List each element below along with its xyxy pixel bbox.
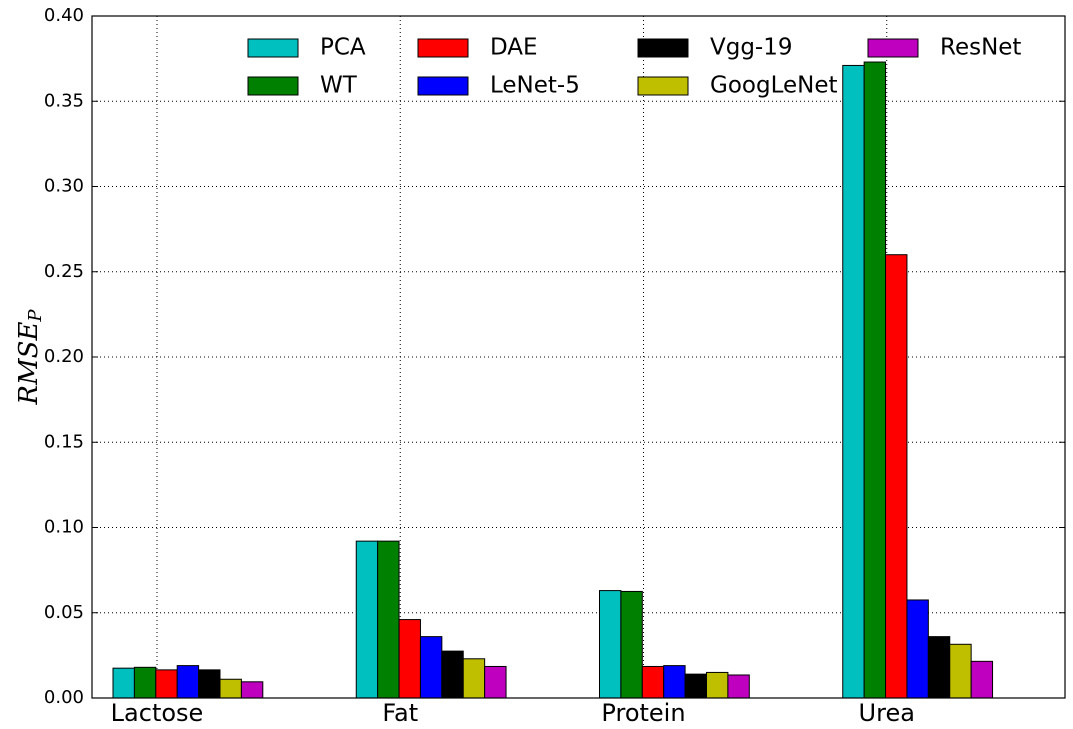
legend-label: PCA: [320, 35, 366, 61]
legend-label: WT: [320, 73, 358, 99]
bar: [419, 636, 443, 699]
y-tick-label: 0.25: [44, 261, 84, 282]
bar: [599, 590, 622, 699]
y-tick-label: 0.30: [44, 176, 84, 197]
legend-swatch: [247, 38, 299, 58]
legend-swatch: [637, 76, 689, 96]
bar: [970, 660, 994, 699]
legend-label: LeNet-5: [490, 73, 580, 99]
bar: [663, 665, 686, 699]
bar: [927, 636, 951, 699]
bar: [484, 665, 507, 699]
x-tick-label: Urea: [859, 699, 915, 727]
legend-label: DAE: [490, 35, 538, 61]
legend-label: Vgg-19: [710, 35, 793, 61]
bar: [863, 61, 887, 699]
y-tick-label: 0.00: [44, 687, 84, 708]
x-tick-label: Fat: [382, 699, 418, 727]
x-tick-label: Lactose: [111, 699, 204, 727]
legend-swatch: [417, 76, 469, 96]
bar: [176, 665, 200, 699]
legend-swatch: [637, 38, 689, 58]
bar: [219, 678, 242, 699]
legend-swatch: [417, 38, 469, 58]
bar: [641, 665, 665, 699]
bar: [398, 619, 421, 699]
y-tick-label: 0.10: [44, 517, 84, 538]
legend-swatch: [247, 76, 299, 96]
bar: [133, 666, 157, 699]
bar: [727, 674, 750, 699]
bar: [198, 669, 221, 699]
bar: [462, 658, 486, 699]
legend-label: ResNet: [940, 35, 1021, 61]
bar: [441, 650, 464, 699]
bar: [906, 599, 929, 699]
legend-label: GoogLeNet: [710, 73, 838, 99]
y-label-sub: P: [25, 309, 46, 323]
y-tick-label: 0.35: [44, 90, 84, 111]
bar: [706, 671, 729, 699]
plot-frame: [91, 15, 1066, 699]
bar: [240, 681, 264, 699]
bar: [155, 669, 178, 699]
bar: [949, 643, 972, 699]
y-tick-label: 0.15: [44, 431, 84, 452]
bar: [620, 590, 643, 699]
bar: [885, 254, 908, 699]
y-tick-label: 0.20: [44, 346, 84, 367]
bar: [112, 667, 135, 699]
bar: [684, 673, 707, 699]
bar: [355, 540, 379, 699]
bar: [377, 540, 400, 699]
x-tick-label: Protein: [601, 699, 685, 727]
legend-swatch: [867, 38, 919, 58]
y-label-main: RMSE: [14, 322, 44, 406]
y-tick-label: 0.05: [44, 602, 84, 623]
y-axis-label: RMSEP: [14, 309, 46, 406]
bar: [842, 64, 865, 699]
y-tick-label: 0.40: [44, 5, 84, 26]
